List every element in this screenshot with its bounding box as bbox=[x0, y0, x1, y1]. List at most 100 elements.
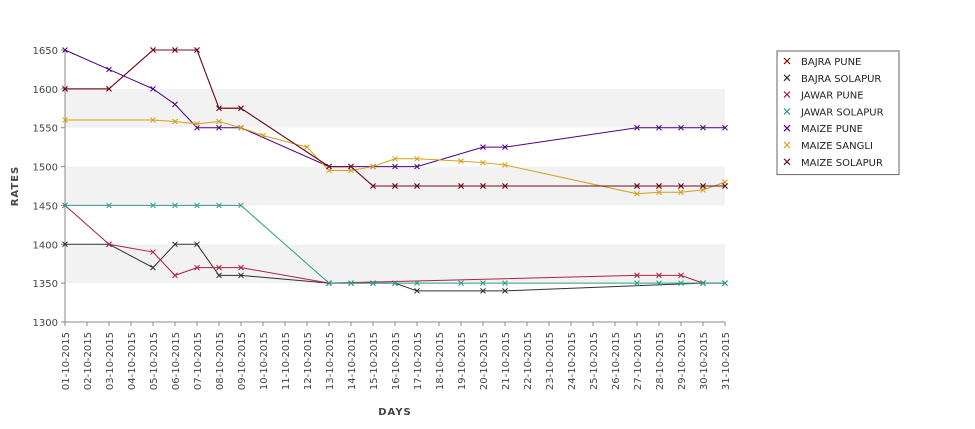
data-point bbox=[634, 124, 640, 131]
data-point bbox=[172, 101, 178, 108]
legend-marker bbox=[783, 57, 791, 65]
data-point bbox=[62, 117, 68, 123]
data-point bbox=[216, 272, 222, 279]
y-axis-title: RATES bbox=[10, 166, 21, 207]
legend-box bbox=[776, 50, 900, 176]
legend-item: BAJRA SOLAPUR bbox=[783, 74, 881, 85]
grid-band bbox=[65, 88, 725, 128]
grid-band bbox=[65, 205, 725, 245]
data-point bbox=[502, 280, 508, 286]
x-tick-label: 21-10-2015 bbox=[501, 332, 512, 390]
data-point bbox=[150, 47, 156, 53]
legend-marker bbox=[783, 158, 791, 166]
y-axis: 1300 1350 1400 1450 1500 1550 1600 1650 bbox=[33, 46, 66, 329]
data-point bbox=[150, 86, 156, 92]
data-point bbox=[216, 124, 222, 131]
y-tick-label: 1550 bbox=[33, 124, 58, 135]
legend-label: MAIZE SOLAPUR bbox=[801, 158, 883, 169]
data-point bbox=[172, 47, 178, 53]
data-point bbox=[392, 163, 398, 170]
grid-bands bbox=[65, 50, 725, 322]
data-point bbox=[678, 272, 684, 279]
data-point bbox=[194, 241, 200, 248]
data-point bbox=[502, 144, 508, 150]
x-tick-label: 01-10-2015 bbox=[61, 332, 72, 390]
legend: BAJRA PUNE BAJRA SOLAPUR JAWAR PUNE JAWAR S… bbox=[776, 50, 900, 176]
y-tick-label: 1400 bbox=[33, 240, 58, 251]
data-point bbox=[260, 132, 266, 139]
x-tick-label: 10-10-2015 bbox=[259, 332, 270, 390]
legend-item: MAIZE SOLAPUR bbox=[783, 158, 883, 169]
data-point bbox=[634, 280, 640, 286]
series-line bbox=[65, 204, 725, 284]
legend-item: BAJRA PUNE bbox=[783, 57, 861, 68]
x-tick-label: 27-10-2015 bbox=[633, 332, 644, 390]
series-maize-sangli bbox=[62, 117, 728, 197]
legend-item: MAIZE PUNE bbox=[783, 124, 863, 135]
data-point bbox=[700, 183, 706, 189]
data-point bbox=[678, 183, 684, 189]
data-point bbox=[172, 202, 178, 209]
data-point bbox=[480, 183, 486, 189]
series-maize-solapur bbox=[62, 47, 728, 189]
data-point bbox=[216, 202, 222, 209]
data-point bbox=[106, 66, 112, 73]
data-point bbox=[634, 183, 640, 189]
legend-label: MAIZE PUNE bbox=[801, 124, 863, 135]
data-point bbox=[414, 288, 420, 294]
legend-item: JAWAR SOLAPUR bbox=[783, 107, 884, 118]
data-point bbox=[194, 264, 200, 271]
x-tick-label: 25-10-2015 bbox=[589, 332, 600, 390]
data-point bbox=[216, 118, 222, 125]
data-point bbox=[194, 47, 200, 53]
grid-band bbox=[65, 50, 725, 89]
data-point bbox=[238, 264, 244, 271]
data-point bbox=[62, 86, 68, 92]
data-point bbox=[414, 163, 420, 170]
legend-label: BAJRA SOLAPUR bbox=[801, 74, 881, 85]
y-tick-label: 1450 bbox=[33, 201, 58, 212]
data-point bbox=[172, 118, 178, 125]
data-point bbox=[304, 144, 310, 150]
data-point bbox=[502, 162, 508, 168]
data-point bbox=[392, 280, 398, 286]
legend-item: MAIZE SANGLI bbox=[783, 141, 873, 152]
data-point bbox=[216, 105, 222, 112]
data-point bbox=[480, 159, 486, 166]
data-point bbox=[502, 183, 508, 189]
x-tick-label: 11-10-2015 bbox=[281, 332, 292, 390]
data-point bbox=[216, 264, 222, 271]
legend-marker bbox=[783, 107, 791, 115]
legend-label: JAWAR PUNE bbox=[800, 91, 864, 102]
x-tick-label: 08-10-2015 bbox=[215, 332, 226, 390]
data-point bbox=[238, 272, 244, 279]
data-point bbox=[62, 47, 68, 53]
x-axis: 01-10-2015 02-10-2015 03-10-2015 04-10-2015… bbox=[61, 321, 732, 390]
x-tick-label: 28-10-2015 bbox=[655, 332, 666, 390]
x-tick-label: 29-10-2015 bbox=[677, 332, 688, 390]
data-point bbox=[458, 280, 464, 286]
data-point bbox=[722, 280, 728, 286]
data-point bbox=[326, 280, 332, 286]
data-point bbox=[414, 280, 420, 286]
data-point bbox=[62, 241, 68, 248]
legend-item: JAWAR PUNE bbox=[783, 91, 864, 102]
series-jawar-solapur bbox=[62, 202, 728, 286]
data-point bbox=[480, 144, 486, 150]
data-point bbox=[370, 183, 376, 189]
x-tick-label: 13-10-2015 bbox=[325, 332, 336, 390]
data-point bbox=[172, 272, 178, 279]
x-tick-label: 14-10-2015 bbox=[347, 332, 358, 390]
legend-marker bbox=[783, 141, 791, 149]
data-point bbox=[656, 272, 662, 279]
data-point bbox=[458, 183, 464, 189]
data-point bbox=[370, 280, 376, 286]
x-tick-label: 05-10-2015 bbox=[149, 332, 160, 390]
data-point bbox=[414, 183, 420, 189]
data-point bbox=[392, 183, 398, 189]
data-point bbox=[150, 117, 156, 123]
x-tick-label: 24-10-2015 bbox=[567, 332, 578, 390]
data-point bbox=[106, 202, 112, 209]
x-tick-label: 04-10-2015 bbox=[127, 332, 138, 390]
